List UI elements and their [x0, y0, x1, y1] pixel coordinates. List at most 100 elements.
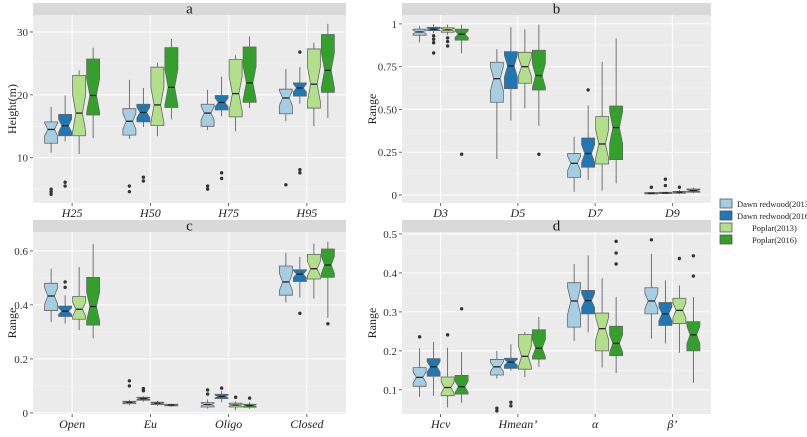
- plot-area: [33, 15, 346, 203]
- box-Open-2: [72, 267, 87, 331]
- box-body: [44, 282, 59, 311]
- outlier-point: [614, 251, 618, 255]
- box-β’-3: [686, 254, 701, 383]
- outlier-point: [298, 311, 302, 315]
- legend: Dawn redwood(2013) Dawn redwood(2016) Po…: [719, 198, 807, 245]
- panel-strip: [33, 220, 346, 232]
- box-Oligo-3: [242, 396, 257, 409]
- box-Hmean’-2: [517, 331, 532, 377]
- outlier-point: [431, 37, 436, 41]
- y-tick-label: 20: [17, 90, 29, 102]
- outlier-point: [141, 389, 146, 393]
- panel-title: d: [553, 219, 561, 235]
- outlier-point: [127, 184, 132, 188]
- box-D7-0: [567, 136, 582, 192]
- box-H95-3: [320, 23, 335, 119]
- box-H25-1: [58, 95, 73, 188]
- panel-strip: [33, 3, 346, 15]
- box-D9-0: [644, 185, 659, 195]
- box-body: [242, 46, 257, 103]
- box-H75-1: [214, 76, 229, 181]
- box-H95-2: [306, 42, 321, 127]
- box-body: [44, 121, 59, 144]
- x-tick-label: Open: [59, 417, 85, 431]
- box-Hcv-0: [412, 335, 427, 397]
- box-D7-2: [595, 61, 610, 191]
- legend-item-dawn-redwood-2016: Dawn redwood(2016): [719, 210, 807, 221]
- y-axis-label: Range: [365, 94, 379, 125]
- outlier-point: [326, 322, 330, 326]
- x-tick-label: D5: [510, 206, 526, 220]
- y-tick-label: 0.3: [383, 307, 397, 319]
- outlier-point: [205, 392, 210, 396]
- outlier-point: [63, 280, 67, 284]
- legend-key: [719, 222, 733, 233]
- outlier-point: [298, 167, 302, 172]
- panel-strip: [402, 220, 711, 232]
- box-D7-1: [581, 88, 596, 180]
- y-tick-label: 0: [23, 408, 29, 420]
- box-D3-0: [412, 25, 427, 43]
- box-H50-2: [150, 62, 165, 137]
- box-body: [320, 248, 335, 278]
- outlier-point: [49, 192, 53, 196]
- outlier-point: [649, 185, 654, 189]
- box-Oligo-2: [228, 395, 243, 411]
- box-Eu-2: [150, 400, 165, 406]
- box-D3-1: [426, 24, 441, 55]
- panel-a: a 10 20 30 H25 H50 H75 H95 Height(m): [5, 2, 346, 220]
- box-body: [567, 153, 582, 178]
- box-Oligo-0: [200, 388, 215, 409]
- box-H95-1: [292, 50, 307, 175]
- x-tick-label: α: [592, 417, 599, 431]
- legend-item-poplar-2013: Poplar(2013): [719, 222, 797, 233]
- box-H75-0: [200, 89, 215, 191]
- legend-label: Poplar(2013): [752, 223, 797, 233]
- y-tick-label: 10: [17, 153, 29, 165]
- y-tick-label: 0.5: [383, 229, 397, 241]
- box-H95-0: [278, 69, 293, 187]
- box-body: [306, 48, 321, 109]
- outlier-point: [459, 307, 464, 311]
- panel-d: d 0.1 0.2 0.3 0.4 0.5 Hcv Hmean’ α β’ Range: [365, 219, 711, 431]
- y-tick-label: 0: [392, 190, 398, 202]
- outlier-point: [586, 88, 590, 92]
- box-Hmean’-0: [489, 350, 504, 413]
- box-Closed-2: [306, 243, 321, 299]
- box-D5-3: [531, 24, 546, 156]
- outlier-point: [247, 396, 252, 400]
- box-body: [278, 265, 293, 296]
- box-body: [86, 58, 101, 116]
- outlier-point: [127, 379, 132, 383]
- box-H75-3: [242, 36, 257, 109]
- box-H25-0: [44, 106, 59, 196]
- box-D3-3: [454, 24, 469, 156]
- box-H50-3: [164, 38, 179, 120]
- outlier-point: [49, 187, 53, 191]
- outlier-point: [677, 185, 682, 189]
- outlier-point: [495, 409, 499, 413]
- box-body: [609, 105, 624, 160]
- panel-b: b 0 0.25 0.50 0.75 1 D3 D5 D7 D9 Range: [365, 2, 711, 220]
- box-H75-2: [228, 55, 243, 132]
- outlier-point: [298, 171, 302, 175]
- box-β’-0: [644, 238, 659, 339]
- panel-c: c 0 0.2 0.4 0.6 Open Eu Oligo Closed Range: [5, 219, 346, 431]
- outlier-point: [614, 262, 618, 266]
- box-body: [72, 296, 87, 320]
- x-tick-label: D9: [664, 206, 680, 220]
- box-D5-1: [503, 27, 518, 121]
- outlier-point: [298, 50, 302, 54]
- y-tick-label: 0.4: [14, 300, 28, 312]
- x-tick-label: D7: [587, 206, 604, 220]
- box-body: [517, 51, 532, 84]
- x-tick-label: D3: [432, 206, 448, 220]
- legend-item-dawn-redwood-2013: Dawn redwood(2013): [719, 198, 807, 209]
- x-tick-label: H95: [296, 206, 318, 220]
- outlier-point: [233, 395, 238, 399]
- box-body: [86, 276, 101, 326]
- x-tick-label: Oligo: [215, 417, 242, 431]
- box-H50-1: [136, 87, 151, 183]
- box-body: [150, 66, 165, 127]
- outlier-point: [614, 239, 618, 244]
